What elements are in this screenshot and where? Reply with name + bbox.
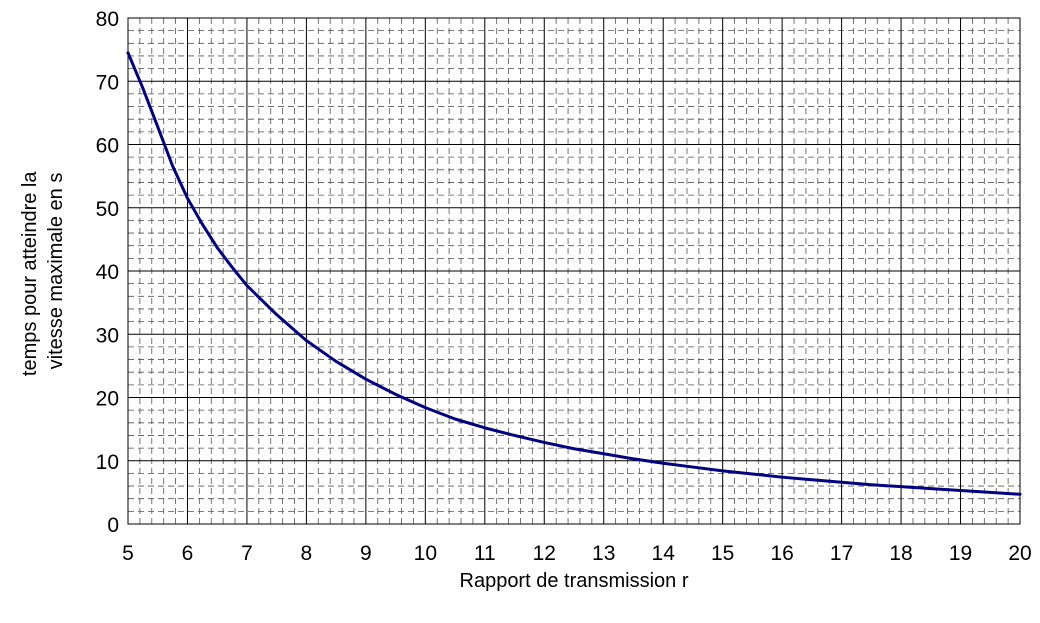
x-tick-label: 9 — [360, 542, 372, 565]
y-axis-title-line-1: temps pour atteindre la — [19, 171, 41, 376]
plot-frame — [127, 17, 1021, 525]
y-tick-label: 70 — [96, 71, 119, 94]
x-tick-label: 19 — [949, 542, 972, 565]
y-tick-label: 0 — [107, 514, 119, 537]
x-tick-label: 6 — [182, 542, 194, 565]
y-axis-title-line-2: vitesse maximale en s — [45, 173, 67, 370]
y-tick-label: 10 — [96, 451, 119, 474]
x-tick-label: 18 — [889, 542, 912, 565]
x-tick-label: 7 — [241, 542, 253, 565]
x-tick-label: 10 — [414, 542, 437, 565]
y-tick-label: 20 — [96, 388, 119, 411]
y-tick-label: 80 — [96, 8, 119, 31]
y-axis-title: temps pour atteindre la vitesse maximale… — [19, 166, 67, 376]
x-tick-label: 12 — [533, 542, 556, 565]
x-axis-title: Rapport de transmission r — [460, 570, 689, 592]
y-tick-label: 40 — [96, 261, 119, 284]
x-tick-label: 20 — [1008, 542, 1031, 565]
x-tick-label: 8 — [301, 542, 313, 565]
x-tick-label: 14 — [652, 542, 676, 565]
x-tick-label: 16 — [770, 542, 793, 565]
y-tick-label: 60 — [96, 135, 119, 158]
x-tick-label: 17 — [830, 542, 853, 565]
y-tick-labels: 0 10 20 30 40 50 60 70 80 — [96, 8, 119, 537]
series-line — [126, 51, 1022, 496]
x-tick-label: 13 — [592, 542, 615, 565]
x-tick-label: 5 — [122, 542, 134, 565]
y-tick-label: 30 — [96, 324, 119, 347]
x-tick-label: 15 — [711, 542, 734, 565]
series-layer — [126, 51, 1022, 496]
x-tick-labels: 5 6 7 8 9 10 11 12 13 14 15 16 17 18 19 20 — [122, 542, 1032, 565]
x-tick-label: 11 — [474, 542, 496, 565]
y-tick-label: 50 — [96, 198, 119, 221]
